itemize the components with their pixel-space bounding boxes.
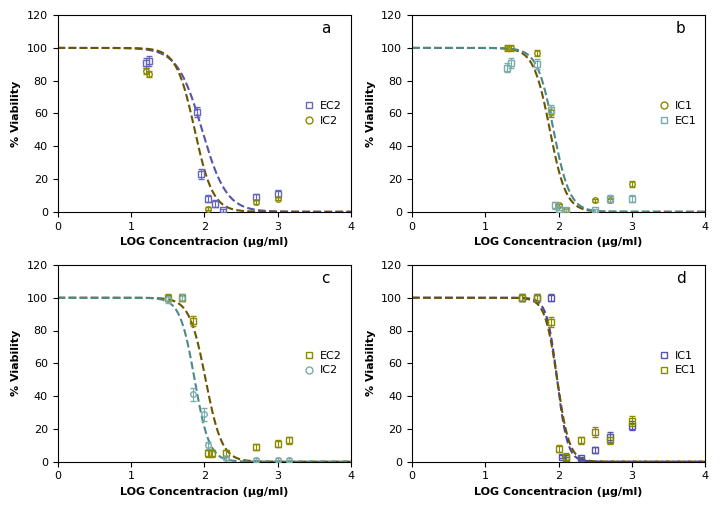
X-axis label: LOG Concentracion (µg/ml): LOG Concentracion (µg/ml) bbox=[474, 237, 643, 247]
Y-axis label: % Viability: % Viability bbox=[366, 80, 376, 147]
Y-axis label: % Viability: % Viability bbox=[366, 330, 376, 396]
Text: d: d bbox=[676, 271, 685, 286]
Text: b: b bbox=[676, 21, 685, 36]
X-axis label: LOG Concentracion (µg/ml): LOG Concentracion (µg/ml) bbox=[474, 487, 643, 497]
Legend: EC2, IC2: EC2, IC2 bbox=[300, 98, 346, 129]
Legend: IC1, EC1: IC1, EC1 bbox=[654, 98, 700, 129]
Y-axis label: % Viability: % Viability bbox=[11, 80, 21, 147]
Y-axis label: % Viability: % Viability bbox=[11, 330, 21, 396]
X-axis label: LOG Concentracion (µg/ml): LOG Concentracion (µg/ml) bbox=[120, 487, 289, 497]
Legend: EC2, IC2: EC2, IC2 bbox=[300, 347, 346, 379]
X-axis label: LOG Concentracion (µg/ml): LOG Concentracion (µg/ml) bbox=[120, 237, 289, 247]
Legend: IC1, EC1: IC1, EC1 bbox=[654, 347, 700, 379]
Text: a: a bbox=[322, 21, 331, 36]
Text: c: c bbox=[322, 271, 330, 286]
